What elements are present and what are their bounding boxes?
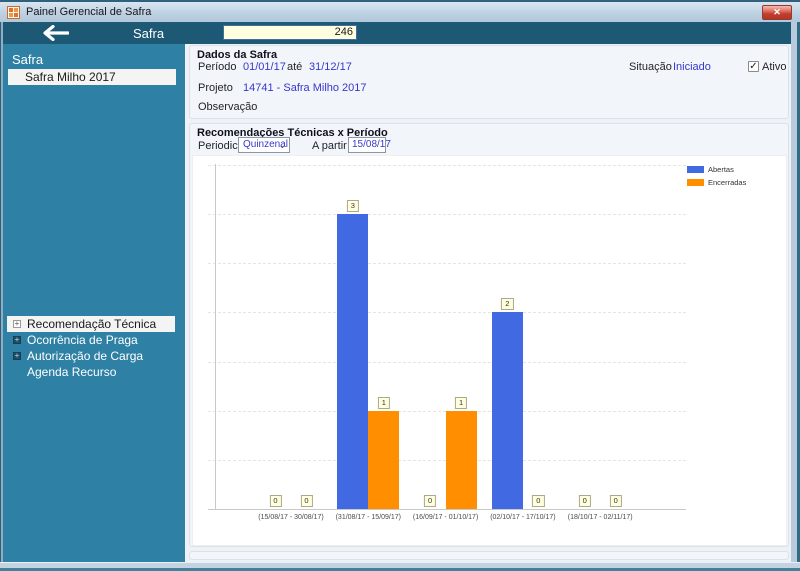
bar-value-label: 3 [346, 200, 359, 213]
menu-item-agenda-recurso[interactable]: Agenda Recurso [3, 364, 175, 380]
recomendacoes-title: Recomendações Técnicas x Período [197, 127, 388, 139]
projeto-value[interactable]: 14741 - Safra Milho 2017 [243, 82, 367, 94]
recomendacoes-bar-chart: 0 0 (15/08/17 - 30/08/17) 3 1 (31/08/17 - 15/… [192, 155, 787, 546]
legend-label: Abertas [708, 165, 734, 174]
app-icon [7, 6, 20, 19]
x-axis-label: (18/10/17 - 02/11/17) [567, 514, 633, 521]
expander-plus-icon[interactable]: + [13, 319, 21, 328]
menu-item-label: Agenda Recurso [27, 365, 117, 379]
gridline [208, 164, 686, 166]
x-axis-label: (31/08/17 - 15/09/17) [335, 514, 401, 521]
chart-plot: 0 0 (15/08/17 - 30/08/17) 3 1 (31/08/17 - 15/… [193, 156, 786, 545]
bar-value-label: 2 [501, 298, 514, 311]
bar-encerradas [368, 410, 400, 509]
dados-da-safra-title: Dados da Safra [197, 49, 278, 61]
projeto-label: Projeto [198, 82, 233, 94]
expander-plus-icon[interactable]: + [13, 351, 21, 360]
periodicidade-select[interactable]: Quinzenal ⌄ [238, 137, 290, 153]
x-axis-line [208, 509, 686, 510]
periodo-label: Período [198, 61, 237, 73]
safra-id-input[interactable]: 246 [223, 25, 357, 40]
menu-item-recomendacao-tecnica[interactable]: + Recomendação Técnica [7, 316, 175, 332]
sidebar: Safra Safra Milho 2017 + Recomendação Té… [3, 44, 185, 562]
safra-field-label: Safra [133, 26, 165, 41]
recomendacoes-panel: Recomendações Técnicas x Período Periodi… [189, 123, 789, 547]
observacao-label: Observação [198, 101, 258, 113]
menu-item-label: Recomendação Técnica [27, 317, 157, 331]
bar-value-label: 0 [578, 495, 591, 507]
ativo-checkbox[interactable]: ✓ [748, 61, 759, 72]
legend-swatch-icon [687, 179, 704, 186]
menu-item-label: Ocorrência de Praga [27, 333, 138, 347]
bar-abertas [491, 312, 523, 509]
back-arrow-icon[interactable] [42, 25, 69, 41]
sidebar-menu: + Recomendação Técnica + Ocorrência de P… [3, 316, 185, 380]
situacao-label: Situação [629, 61, 672, 73]
gridline [208, 361, 686, 363]
periodicidade-value: Quinzenal [243, 139, 289, 150]
expander-plus-icon[interactable]: + [13, 335, 21, 344]
bottom-panel-partial [189, 551, 789, 560]
toolbar: Safra 246 [3, 22, 791, 44]
gridline [208, 263, 686, 265]
ativo-label: Ativo [762, 61, 787, 73]
window-border-bottom-edge [0, 568, 800, 571]
gridline [208, 214, 686, 216]
x-axis-label: (16/09/17 - 01/10/17) [412, 514, 479, 521]
legend-label: Encerradas [708, 178, 747, 187]
situacao-value[interactable]: Iniciado [673, 61, 711, 73]
periodo-inicio-value[interactable]: 01/01/17 [243, 61, 286, 73]
bar-value-label: 1 [377, 396, 390, 409]
x-axis-label: (15/08/17 - 30/08/17) [258, 514, 324, 521]
legend-item: Encerradas [687, 178, 746, 187]
bar-value-label: 0 [424, 495, 437, 507]
window-border-bottom [0, 562, 800, 571]
bar-value-label: 0 [609, 495, 622, 507]
y-axis-line [215, 164, 216, 509]
menu-item-ocorrencia-de-praga[interactable]: + Ocorrência de Praga [3, 332, 175, 348]
gridline [208, 312, 686, 314]
bar-abertas [337, 214, 369, 509]
close-button[interactable]: ✕ [762, 5, 792, 20]
legend-item: Abertas [687, 165, 746, 174]
periodo-fim-value[interactable]: 31/12/17 [309, 61, 352, 73]
bar-encerradas [445, 410, 477, 509]
title-bar: Painel Gerencial de Safra ✕ [0, 0, 800, 22]
sidebar-item-safra-milho-2017[interactable]: Safra Milho 2017 [8, 69, 176, 85]
dados-da-safra-panel: Dados da Safra Período 01/01/17 até 31/1… [189, 45, 789, 119]
legend-swatch-icon [687, 166, 704, 173]
menu-item-autorizacao-de-carga[interactable]: + Autorização de Carga [3, 348, 175, 364]
ate-label: até [287, 61, 303, 73]
x-axis-label: (02/10/17 - 17/10/17) [490, 514, 556, 521]
sidebar-section-title: Safra [12, 52, 44, 67]
window-border-right [791, 22, 800, 562]
chevron-down-icon: ⌄ [278, 140, 286, 150]
bar-value-label: 0 [300, 495, 313, 507]
window-title: Painel Gerencial de Safra [26, 6, 152, 18]
a-partir-de-input[interactable]: 15/08/17 [348, 137, 391, 153]
bar-value-label: 0 [532, 495, 545, 507]
chart-legend: Abertas Encerradas [687, 165, 746, 191]
window-border-left [0, 22, 3, 562]
menu-item-label: Autorização de Carga [27, 349, 144, 363]
bar-value-label: 1 [455, 396, 468, 409]
bar-value-label: 0 [269, 495, 282, 507]
